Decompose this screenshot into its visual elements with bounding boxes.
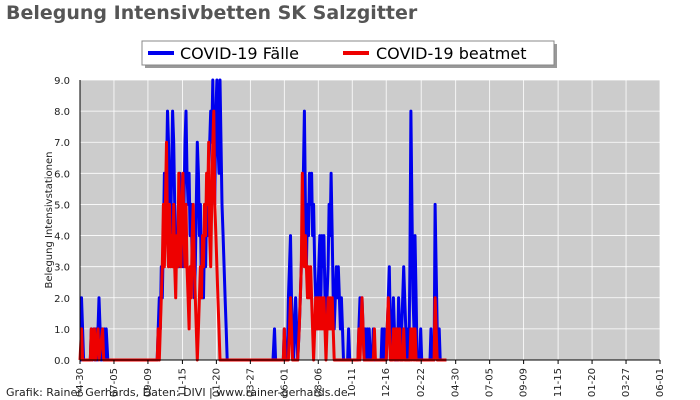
legend: COVID-19 Fälle COVID-19 beatmet	[141, 40, 557, 68]
y-tick-label: 6.0	[54, 169, 70, 180]
x-ticks: 04-30 07-05 09-09 11-15 01-20 03-27 06-01 08-06…	[75, 360, 666, 397]
x-tick-label: 06-01	[655, 368, 666, 397]
x-tick-label: 04-30	[451, 368, 462, 397]
x-tick-label: 11-15	[553, 368, 564, 397]
y-tick-label: 5.0	[54, 200, 70, 211]
y-tick-label: 2.0	[54, 294, 70, 305]
x-tick-label: 09-09	[143, 368, 154, 397]
x-tick-label: 06-01	[279, 368, 290, 397]
credit-text: Grafik: Rainer Gerhards, Daten: DIVI | w…	[6, 386, 348, 399]
y-axis-label: Belegung Intensivstationen	[44, 151, 55, 288]
x-tick-label: 01-20	[587, 368, 598, 397]
y-tick-label: 9.0	[54, 76, 70, 87]
chart-title: Belegung Intensivbetten SK Salzgitter	[6, 2, 418, 24]
x-tick-label: 09-09	[519, 368, 530, 397]
x-tick-label: 07-05	[485, 368, 496, 397]
x-tick-label: 07-05	[109, 368, 120, 397]
x-tick-label: 02-22	[416, 368, 427, 397]
x-tick-label: 12-16	[381, 368, 392, 397]
x-tick-label: 10-11	[347, 368, 358, 397]
y-tick-label: 1.0	[54, 325, 70, 336]
y-tick-label: 3.0	[54, 263, 70, 274]
y-tick-label: 4.0	[54, 232, 70, 243]
x-tick-label: 08-06	[313, 368, 324, 397]
x-tick-label: 11-15	[177, 368, 188, 397]
y-ticks: 0.0 1.0 2.0 3.0 4.0 5.0 6.0 7.0 8.0 9.0	[54, 76, 70, 367]
x-tick-label: 03-27	[621, 368, 632, 397]
x-tick-label: 03-27	[245, 368, 256, 397]
y-tick-label: 0.0	[54, 356, 70, 367]
y-tick-label: 7.0	[54, 138, 70, 149]
x-tick-label: 01-20	[211, 368, 222, 397]
legend-label-ventilated: COVID-19 beatmet	[376, 44, 526, 63]
y-tick-label: 8.0	[54, 107, 70, 118]
legend-label-cases: COVID-19 Fälle	[180, 44, 299, 63]
x-tick-label: 04-30	[75, 368, 86, 397]
